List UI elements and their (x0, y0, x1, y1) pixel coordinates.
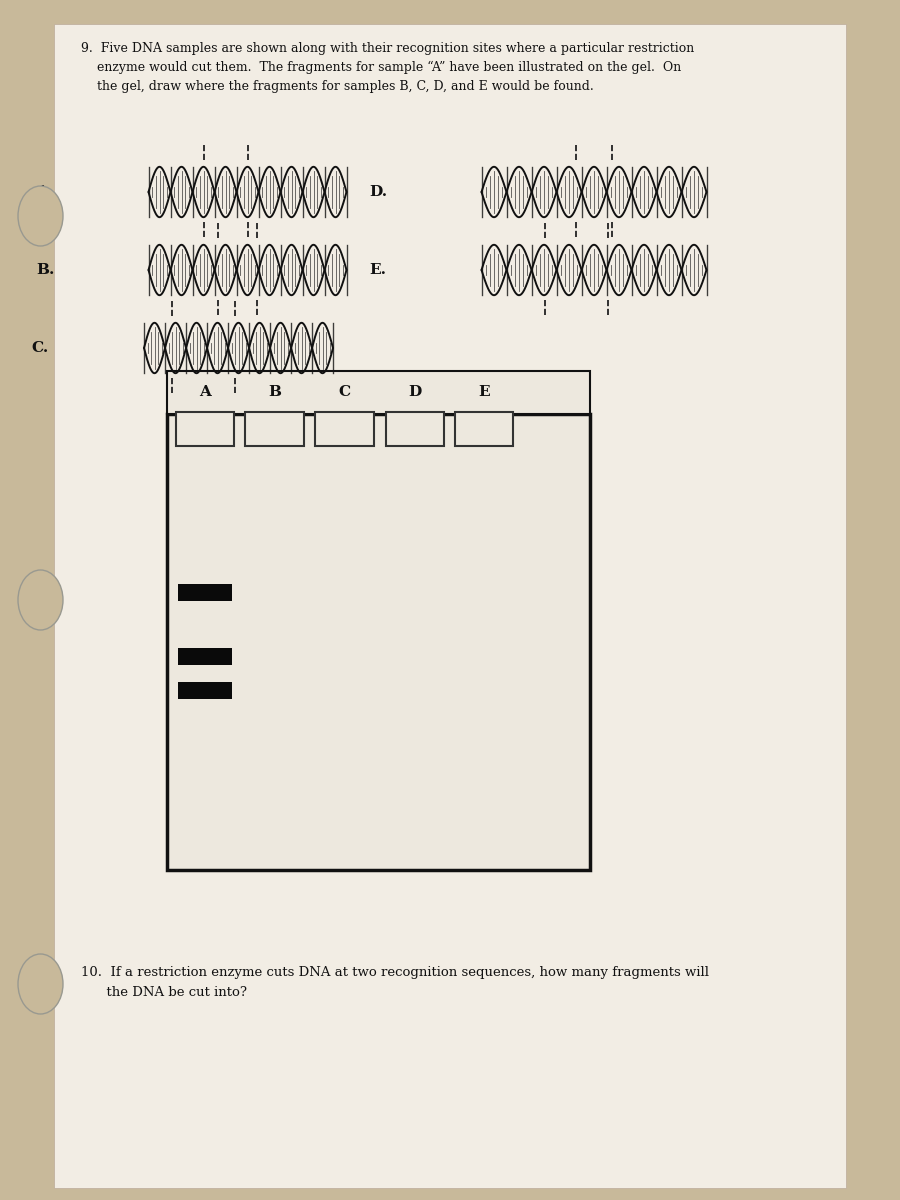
Text: A.: A. (36, 185, 53, 199)
Text: enzyme would cut them.  The fragments for sample “A” have been illustrated on th: enzyme would cut them. The fragments for… (81, 61, 681, 74)
Circle shape (18, 186, 63, 246)
Bar (176, 413, 234, 446)
Text: C.: C. (32, 341, 49, 355)
Bar (385, 413, 445, 446)
Text: A: A (199, 385, 212, 400)
Bar (166, 414, 590, 870)
Bar (54, 24, 846, 1188)
Text: the gel, draw where the fragments for samples B, C, D, and E would be found.: the gel, draw where the fragments for sa… (81, 80, 594, 94)
Bar (178, 584, 232, 601)
Text: B: B (268, 385, 281, 400)
Text: C: C (338, 385, 351, 400)
Bar (316, 413, 374, 446)
Text: D: D (409, 385, 421, 400)
Bar (178, 648, 232, 665)
Bar (455, 413, 513, 446)
Bar (245, 413, 304, 446)
Bar (178, 682, 232, 698)
Text: E: E (479, 385, 490, 400)
Text: D.: D. (369, 185, 387, 199)
Text: B.: B. (36, 263, 54, 277)
Bar (166, 371, 590, 414)
Text: the DNA be cut into?: the DNA be cut into? (81, 986, 247, 1000)
Circle shape (18, 954, 63, 1014)
Text: 9.  Five DNA samples are shown along with their recognition sites where a partic: 9. Five DNA samples are shown along with… (81, 42, 694, 55)
Text: 10.  If a restriction enzyme cuts DNA at two recognition sequences, how many fra: 10. If a restriction enzyme cuts DNA at … (81, 966, 709, 979)
Circle shape (18, 570, 63, 630)
Text: E.: E. (369, 263, 386, 277)
